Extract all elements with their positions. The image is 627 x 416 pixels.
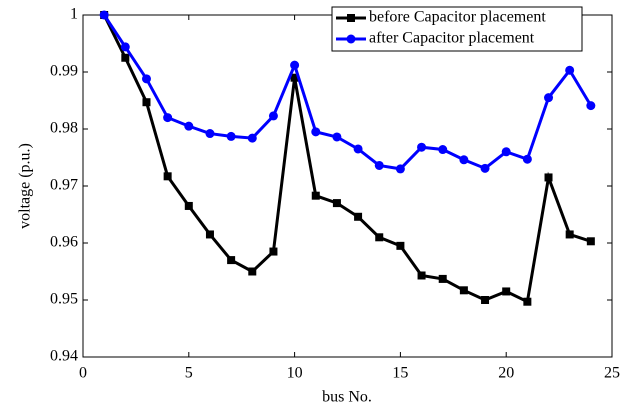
data-point — [481, 296, 490, 304]
data-point — [99, 10, 109, 20]
data-point — [141, 74, 151, 84]
legend-label: before Capacitor placement — [369, 9, 546, 26]
data-point — [417, 142, 427, 152]
data-point — [586, 237, 595, 246]
data-point — [459, 286, 468, 295]
legend-box — [331, 6, 583, 52]
y-axis-label: voltage (p.u.) — [17, 143, 34, 229]
data-point — [290, 60, 300, 70]
data-point — [332, 199, 341, 208]
data-point — [311, 191, 320, 200]
y-tick-label: 0.98 — [50, 120, 78, 137]
data-point — [353, 144, 363, 154]
data-point — [544, 173, 553, 182]
y-tick-label: 0.96 — [50, 234, 78, 251]
data-point — [248, 267, 257, 276]
data-point — [184, 121, 194, 131]
data-point — [396, 241, 405, 250]
data-point — [205, 230, 214, 239]
data-point — [226, 131, 236, 141]
data-point — [311, 127, 321, 137]
x-tick-label: 15 — [392, 365, 408, 382]
x-axis-label: bus No. — [322, 389, 372, 406]
legend-marker — [347, 14, 355, 22]
plot-frame — [82, 14, 613, 358]
legend-marker — [346, 34, 356, 44]
data-point — [205, 129, 215, 139]
data-point — [332, 132, 342, 142]
x-tick-label: 5 — [185, 365, 193, 382]
data-point — [544, 93, 554, 103]
legend-label: after Capacitor placement — [369, 30, 535, 47]
y-tick-label: 1 — [70, 6, 78, 23]
data-point — [142, 98, 151, 107]
data-point — [120, 42, 130, 52]
series-line — [102, 14, 592, 304]
data-point — [269, 247, 278, 256]
data-point — [268, 111, 278, 121]
data-point — [163, 113, 173, 123]
data-point — [247, 133, 257, 143]
y-tick-label: 0.95 — [50, 291, 78, 308]
data-point — [374, 160, 384, 170]
data-point — [438, 145, 448, 155]
data-point — [501, 147, 511, 157]
data-point — [227, 256, 236, 265]
data-point — [121, 53, 130, 62]
data-point — [417, 271, 426, 280]
data-point — [459, 155, 469, 165]
data-point — [565, 230, 574, 239]
y-tick-label: 0.99 — [50, 63, 78, 80]
data-point — [290, 73, 299, 82]
data-point — [523, 297, 532, 306]
x-tick-label: 25 — [604, 365, 620, 382]
data-point — [163, 172, 172, 181]
x-tick-label: 10 — [287, 365, 303, 382]
data-point — [438, 274, 447, 283]
data-point — [565, 65, 575, 75]
data-point — [395, 164, 405, 174]
data-point — [354, 212, 363, 221]
data-point — [480, 163, 490, 173]
data-point — [522, 154, 532, 164]
y-tick-label: 0.94 — [50, 348, 78, 365]
x-tick-label: 20 — [498, 365, 514, 382]
y-tick-label: 0.97 — [50, 177, 78, 194]
x-tick-label: 0 — [79, 365, 87, 382]
data-point — [184, 201, 193, 210]
data-point — [502, 287, 511, 296]
data-point — [375, 233, 384, 242]
data-point — [586, 101, 596, 111]
